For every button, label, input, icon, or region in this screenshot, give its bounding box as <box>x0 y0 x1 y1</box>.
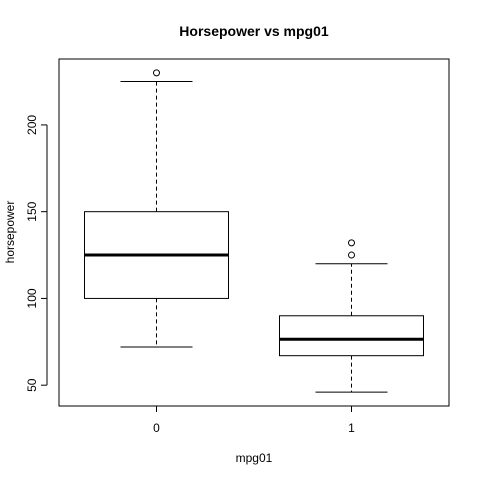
outlier-group-1-1 <box>348 239 355 247</box>
y-axis-label: horsepower <box>3 201 17 264</box>
y-tick-label-200: 200 <box>25 115 39 135</box>
plot-frame <box>58 58 450 407</box>
x-tick-label-1: 1 <box>348 421 355 435</box>
box-group-1 <box>279 315 424 357</box>
outlier-group-0-0 <box>153 69 160 77</box>
outlier-group-1-0 <box>348 251 355 259</box>
plot-marks <box>84 69 424 393</box>
y-tick-label-150: 150 <box>25 201 39 221</box>
x-axis-label: mpg01 <box>236 451 273 465</box>
y-tick-label-100: 100 <box>25 288 39 308</box>
x-tick-label-0: 0 <box>153 421 160 435</box>
y-tick-label-50: 50 <box>25 378 39 392</box>
chart-title: Horsepower vs mpg01 <box>179 23 329 39</box>
y-axis: 50 100 150 200 <box>25 115 48 392</box>
